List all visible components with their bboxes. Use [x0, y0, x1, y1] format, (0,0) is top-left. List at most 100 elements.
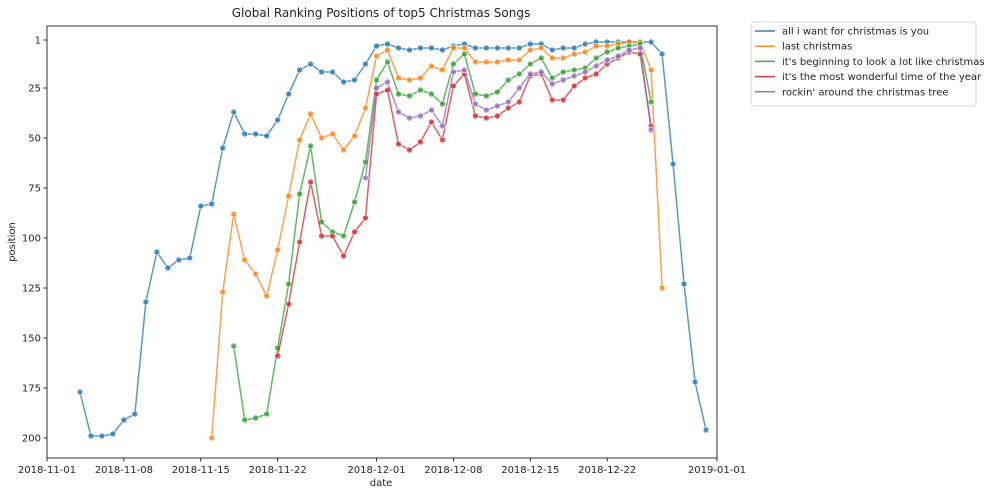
y-tick-label: 125	[22, 284, 41, 295]
data-point	[373, 84, 380, 92]
data-point	[548, 46, 556, 54]
data-point	[285, 300, 292, 308]
data-point	[647, 66, 655, 74]
data-point	[340, 232, 347, 240]
data-point	[417, 74, 424, 82]
legend-box	[750, 21, 977, 107]
data-point	[548, 54, 556, 62]
data-point	[559, 96, 567, 104]
data-point	[340, 146, 347, 154]
data-point	[307, 142, 314, 150]
data-point	[472, 112, 479, 120]
data-point	[570, 44, 578, 52]
plot-frame	[46, 25, 718, 459]
data-point	[483, 92, 490, 100]
data-point	[559, 44, 567, 52]
data-point	[570, 72, 578, 80]
data-point	[439, 46, 446, 54]
data-point	[494, 58, 501, 66]
data-point	[603, 48, 611, 56]
data-point	[537, 44, 545, 52]
data-point	[395, 44, 402, 52]
data-point	[164, 264, 172, 272]
data-point	[515, 84, 523, 92]
y-axis-title: position	[7, 222, 18, 262]
y-tick-label: 50	[28, 134, 41, 145]
data-point	[691, 378, 699, 386]
data-point	[592, 62, 600, 70]
data-point	[252, 270, 259, 278]
data-point	[109, 430, 117, 438]
data-point	[548, 74, 556, 82]
data-point	[526, 70, 534, 78]
data-point	[526, 46, 534, 54]
data-point	[581, 40, 589, 48]
data-point	[384, 40, 391, 48]
legend-item: it's beginning to look a lot like christ…	[755, 57, 985, 68]
data-point	[505, 44, 512, 52]
data-point	[230, 108, 238, 116]
data-point	[428, 44, 435, 52]
data-point	[559, 54, 567, 62]
data-point	[417, 112, 424, 120]
y-tick-label: 175	[22, 384, 41, 395]
data-point	[625, 46, 633, 54]
series-line	[79, 41, 707, 437]
data-point	[373, 52, 380, 60]
data-point	[461, 44, 468, 52]
data-point	[417, 138, 424, 146]
data-point	[329, 130, 336, 138]
data-point	[515, 44, 523, 52]
data-point	[373, 42, 380, 50]
data-point	[592, 54, 600, 62]
data-point	[318, 134, 325, 142]
data-point	[307, 110, 314, 118]
data-point	[263, 410, 270, 418]
data-point	[483, 114, 490, 122]
y-tick-label: 75	[28, 184, 41, 195]
data-point	[548, 80, 556, 88]
data-point	[505, 98, 512, 106]
data-point	[186, 254, 194, 262]
legend-label: all i want for christmas is you	[782, 27, 929, 38]
data-point	[614, 44, 622, 52]
y-tick-label: 100	[22, 234, 41, 245]
data-point	[307, 60, 314, 68]
data-point	[318, 232, 325, 240]
data-point	[263, 292, 270, 300]
data-point	[87, 432, 95, 440]
data-point	[581, 48, 589, 56]
data-point	[241, 416, 248, 424]
data-point	[614, 52, 622, 60]
data-point	[241, 256, 248, 264]
data-point	[373, 76, 380, 84]
data-point	[208, 200, 216, 208]
data-point	[592, 70, 600, 78]
data-point	[537, 54, 545, 62]
data-point	[98, 432, 106, 440]
legend-item: it's the most wonderful time of the year	[755, 72, 982, 83]
data-point	[230, 342, 238, 350]
data-point	[428, 62, 435, 70]
data-point	[428, 118, 435, 126]
legend-label: last christmas	[782, 42, 852, 53]
data-point	[603, 56, 611, 64]
x-tick-label: 2018-12-08	[424, 465, 482, 476]
data-point	[505, 76, 512, 84]
data-point	[362, 174, 369, 182]
data-point	[450, 68, 457, 76]
x-tick-label: 2018-11-15	[172, 465, 230, 476]
data-point	[505, 104, 512, 112]
data-point	[702, 426, 710, 434]
data-point	[340, 78, 347, 86]
data-point	[76, 388, 84, 396]
data-point	[647, 126, 655, 134]
series-layer	[76, 38, 710, 442]
data-point	[472, 44, 479, 52]
series-4	[274, 48, 655, 360]
data-point	[472, 100, 479, 108]
data-point	[636, 44, 644, 52]
data-point	[263, 132, 270, 140]
data-point	[219, 288, 227, 296]
data-point	[395, 90, 402, 98]
